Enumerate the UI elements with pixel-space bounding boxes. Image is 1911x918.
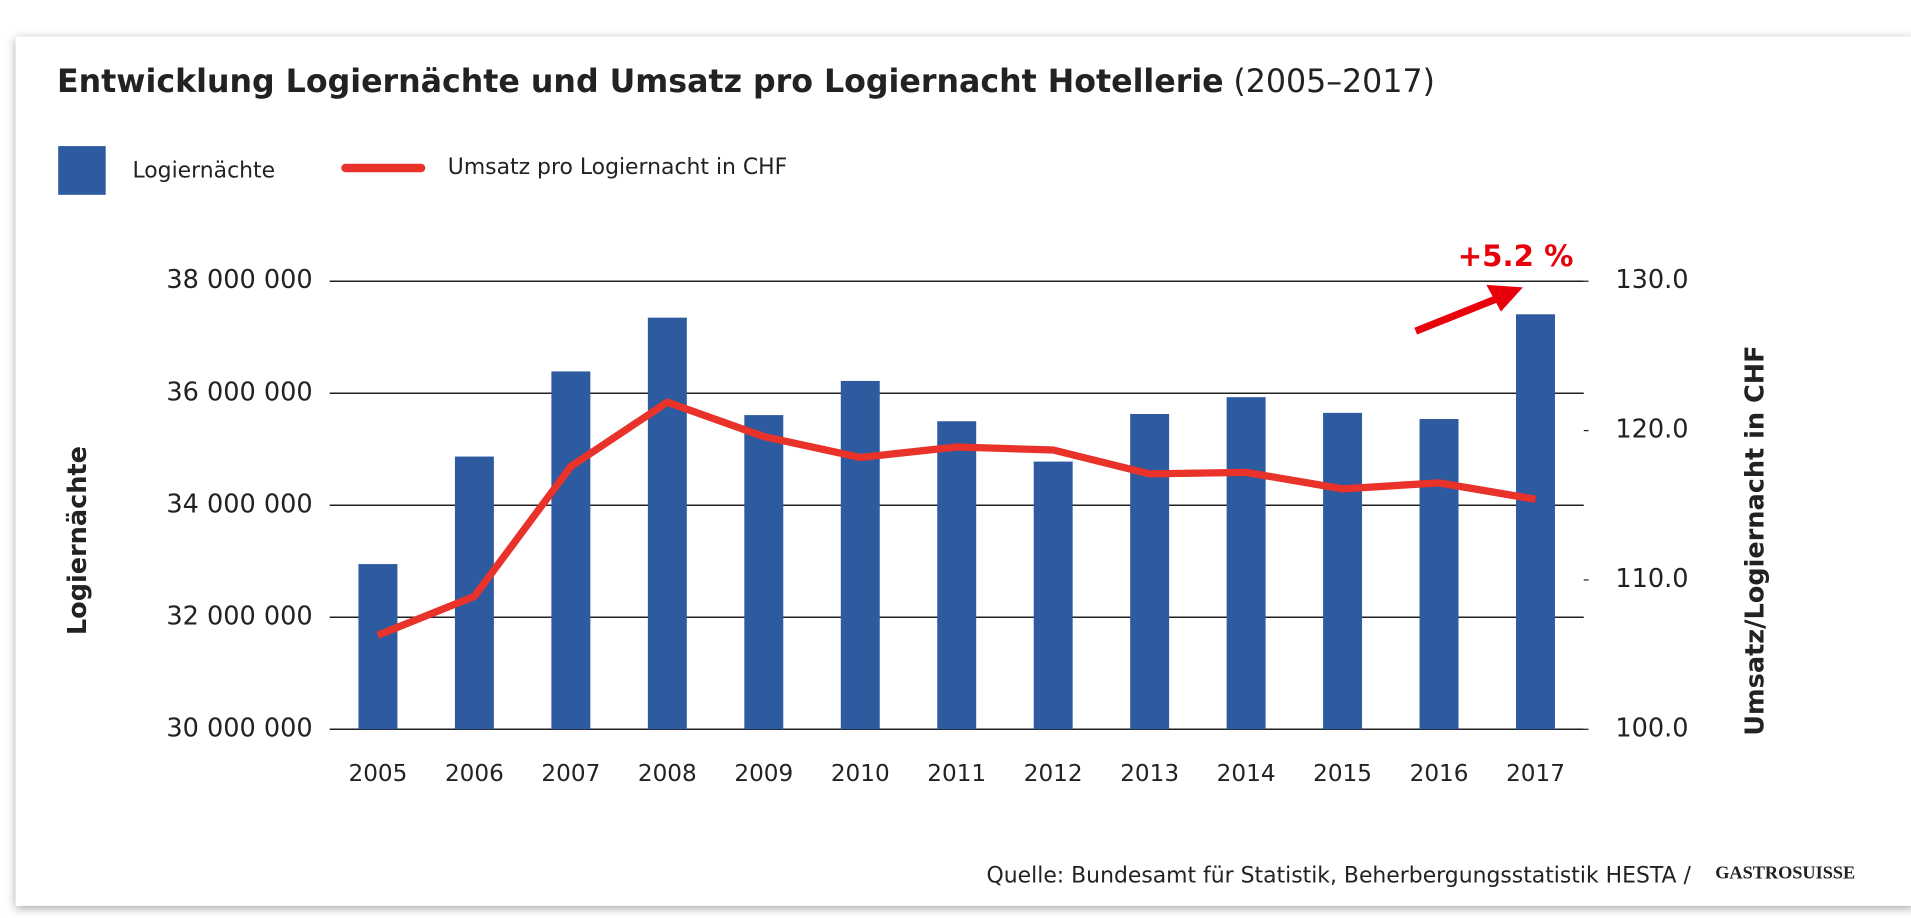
bar <box>1226 397 1266 730</box>
x-tick-label: 2006 <box>445 761 504 787</box>
x-tick-label: 2009 <box>734 761 793 787</box>
bar <box>937 421 977 730</box>
y2-axis-title: Umsatz/Logiernacht in CHF <box>1741 345 1771 735</box>
line <box>376 398 1537 639</box>
x-tick-label: 2015 <box>1313 761 1372 787</box>
y2-tick-label: 120.0 <box>1615 415 1688 445</box>
bar <box>358 564 398 730</box>
annotation-arrow <box>1414 293 1503 335</box>
legend-label: Logiernächte <box>132 159 275 184</box>
bar <box>1419 419 1459 730</box>
x-tick-label: 2005 <box>349 761 408 787</box>
legend-swatch <box>58 146 106 195</box>
bar <box>1323 412 1363 730</box>
bar <box>1516 314 1555 730</box>
y-tick-label: 30 000 000 <box>166 713 312 743</box>
bar <box>744 415 784 730</box>
x-tick-label: 2008 <box>638 761 697 787</box>
annotation-arrowhead <box>1486 284 1523 312</box>
y-axis-title: Logiernächte <box>63 446 93 635</box>
bar <box>840 380 880 730</box>
bar <box>1033 461 1073 730</box>
y2-tick-label: 130.0 <box>1615 265 1688 295</box>
y-tick-label: 36 000 000 <box>166 377 312 407</box>
logo: GASTROSUISSE <box>1715 862 1855 882</box>
bar <box>551 371 591 730</box>
x-tick-label: 2012 <box>1024 761 1083 787</box>
x-tick-label: 2013 <box>1120 761 1179 787</box>
chart-title: Entwicklung Logiernächte und Umsatz pro … <box>57 64 1435 100</box>
x-tick-label: 2016 <box>1410 761 1469 787</box>
x-tick-label: 2014 <box>1217 761 1276 787</box>
x-tick-label: 2007 <box>541 761 600 787</box>
title-main: Entwicklung Logiernächte und Umsatz pro … <box>57 64 1224 100</box>
x-tick-label: 2017 <box>1506 761 1565 787</box>
legend-label: Umsatz pro Logiernacht in CHF <box>448 155 787 180</box>
title-years: (2005–2017) <box>1233 64 1435 100</box>
y-tick-label: 38 000 000 <box>166 265 312 295</box>
y-tick-label: 34 000 000 <box>166 489 312 519</box>
source: Quelle: Bundesamt für Statistik, Beherbe… <box>987 864 1692 889</box>
x-tick-label: 2011 <box>927 761 986 787</box>
bar <box>1130 413 1170 730</box>
y2-tick-label: 110.0 <box>1615 564 1688 594</box>
y-tick-label: 32 000 000 <box>166 601 312 631</box>
bar <box>647 317 687 730</box>
x-tick-label: 2010 <box>831 761 890 787</box>
annotation: +5.2 % <box>1458 239 1574 273</box>
y2-tick-label: 100.0 <box>1615 713 1688 743</box>
